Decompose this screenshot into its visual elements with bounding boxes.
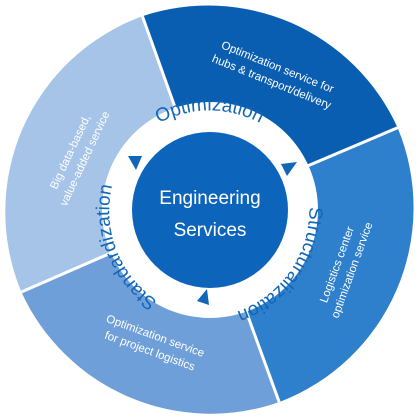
segment-top-right [142,5,398,167]
segment-left [5,16,176,292]
arrow-icon-top-left [128,156,142,170]
center-circle [132,132,288,288]
segment-dividers [20,15,399,403]
segment-right [245,127,414,403]
segment-bottom [21,252,280,414]
center-title-line1: Engineering [159,188,260,209]
center-title-line2: Services [174,220,247,241]
arrow-icon-bottom [197,289,209,305]
arrow-icon-top-right [281,162,297,176]
